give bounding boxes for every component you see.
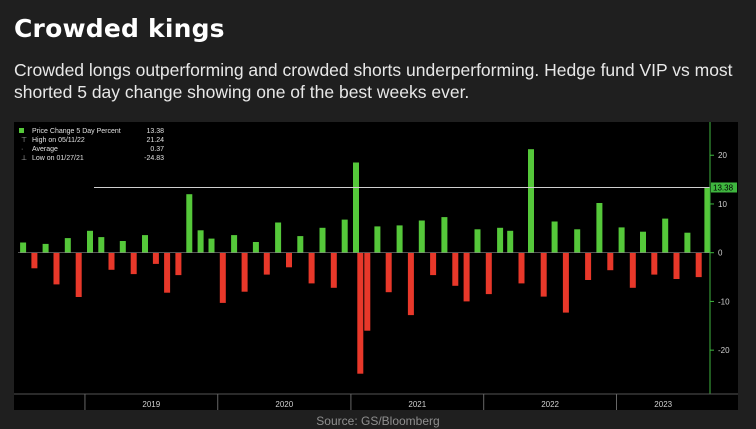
bar bbox=[497, 227, 504, 253]
legend-value-price-change: 13.38 bbox=[146, 128, 164, 135]
bar bbox=[53, 252, 60, 285]
bar bbox=[407, 252, 414, 316]
bar bbox=[528, 149, 534, 253]
y-tick-label: 10 bbox=[718, 200, 727, 209]
bar bbox=[219, 252, 226, 303]
legend-value-low: -24.83 bbox=[144, 155, 164, 162]
bar bbox=[704, 187, 711, 253]
bar bbox=[684, 232, 691, 253]
legend-label-low: Low on 01/27/21 bbox=[32, 155, 84, 162]
last-value-label: 13.38 bbox=[711, 182, 737, 193]
bar bbox=[485, 252, 492, 295]
bar bbox=[618, 227, 625, 253]
bar bbox=[42, 243, 49, 253]
y-tick-label: -10 bbox=[718, 297, 730, 306]
bar bbox=[364, 252, 371, 331]
legend-value-high: 21.24 bbox=[146, 137, 164, 144]
x-tick-label: 2021 bbox=[408, 400, 426, 409]
bar bbox=[87, 230, 93, 253]
bar bbox=[357, 252, 364, 374]
y-tick-label: 0 bbox=[718, 249, 723, 258]
legend-marker-average-icon: · bbox=[21, 146, 23, 153]
bar bbox=[596, 203, 603, 253]
bar bbox=[263, 252, 270, 275]
bar bbox=[152, 252, 159, 264]
legend-value-average: 0.37 bbox=[150, 146, 164, 153]
bar bbox=[330, 252, 337, 288]
legend-label-average: Average bbox=[32, 146, 58, 153]
x-tick-label: 2022 bbox=[541, 400, 559, 409]
legend-marker-high-icon: ⊤ bbox=[21, 137, 27, 144]
bar bbox=[551, 221, 558, 253]
bar bbox=[353, 162, 359, 253]
bar bbox=[142, 235, 148, 253]
bar bbox=[507, 230, 514, 253]
source-note: Source: GS/Bloomberg bbox=[316, 414, 440, 428]
bar bbox=[175, 252, 182, 276]
bar bbox=[231, 235, 238, 253]
bar bbox=[441, 217, 448, 253]
x-tick-label: 2020 bbox=[275, 400, 293, 409]
bar bbox=[585, 252, 592, 280]
bar bbox=[651, 252, 658, 275]
bar bbox=[607, 252, 614, 271]
bar-series bbox=[20, 149, 711, 374]
bar bbox=[130, 252, 137, 275]
bar bbox=[164, 252, 171, 293]
bar bbox=[629, 252, 636, 288]
bar bbox=[31, 252, 38, 269]
last-value-label-text: 13.38 bbox=[713, 183, 734, 192]
bar bbox=[463, 252, 470, 302]
bar bbox=[64, 238, 71, 253]
bar bbox=[75, 252, 82, 297]
bar bbox=[474, 229, 481, 253]
chart-title: Crowded kings bbox=[14, 14, 225, 43]
chart-subtitle: Crowded longs outperforming and crowded … bbox=[14, 60, 733, 102]
bar bbox=[640, 231, 646, 253]
legend-label-price-change: Price Change 5 Day Percent bbox=[32, 128, 121, 135]
bar bbox=[297, 236, 304, 253]
bar bbox=[430, 252, 437, 276]
bar-chart: 20 10 0 -10 -20 2019 2020 2021 2022 2023 13.38 P… bbox=[14, 122, 738, 410]
legend: Price Change 5 Day Percent 13.38 ⊤ High … bbox=[19, 128, 164, 162]
bar bbox=[319, 227, 326, 253]
bar bbox=[518, 252, 525, 284]
bar bbox=[20, 242, 27, 253]
bar bbox=[197, 230, 204, 253]
bar bbox=[562, 252, 569, 313]
bar bbox=[574, 229, 581, 253]
bar bbox=[374, 226, 381, 253]
legend-marker-low-icon: ⊥ bbox=[21, 155, 27, 162]
bar bbox=[452, 252, 459, 286]
bar bbox=[252, 242, 259, 253]
bar bbox=[418, 220, 425, 253]
x-tick-label: 2023 bbox=[654, 400, 672, 409]
bar bbox=[540, 252, 547, 297]
chart-panel: 20 10 0 -10 -20 2019 2020 2021 2022 2023 13.38 P… bbox=[14, 122, 738, 410]
y-axis-ticks: 20 10 0 -10 -20 bbox=[710, 151, 730, 355]
bar bbox=[662, 218, 669, 253]
bar bbox=[186, 194, 193, 253]
y-tick-label: 20 bbox=[718, 151, 727, 160]
x-tick-label: 2019 bbox=[142, 400, 160, 409]
bar bbox=[286, 252, 292, 268]
bar bbox=[341, 219, 348, 253]
bar bbox=[119, 241, 126, 253]
bar bbox=[98, 237, 105, 253]
bar bbox=[208, 238, 215, 253]
bar bbox=[396, 225, 403, 253]
bar bbox=[108, 252, 115, 270]
last-value-label-box bbox=[711, 182, 737, 193]
bar bbox=[673, 252, 680, 279]
bar bbox=[275, 222, 282, 253]
bar bbox=[308, 252, 315, 284]
legend-marker-price-change bbox=[19, 128, 24, 133]
bar bbox=[695, 252, 702, 278]
bar bbox=[241, 252, 248, 292]
y-tick-label: -20 bbox=[718, 346, 730, 355]
legend-label-high: High on 05/11/22 bbox=[32, 137, 85, 144]
bar bbox=[385, 252, 392, 293]
x-axis: 2019 2020 2021 2022 2023 bbox=[14, 393, 738, 410]
